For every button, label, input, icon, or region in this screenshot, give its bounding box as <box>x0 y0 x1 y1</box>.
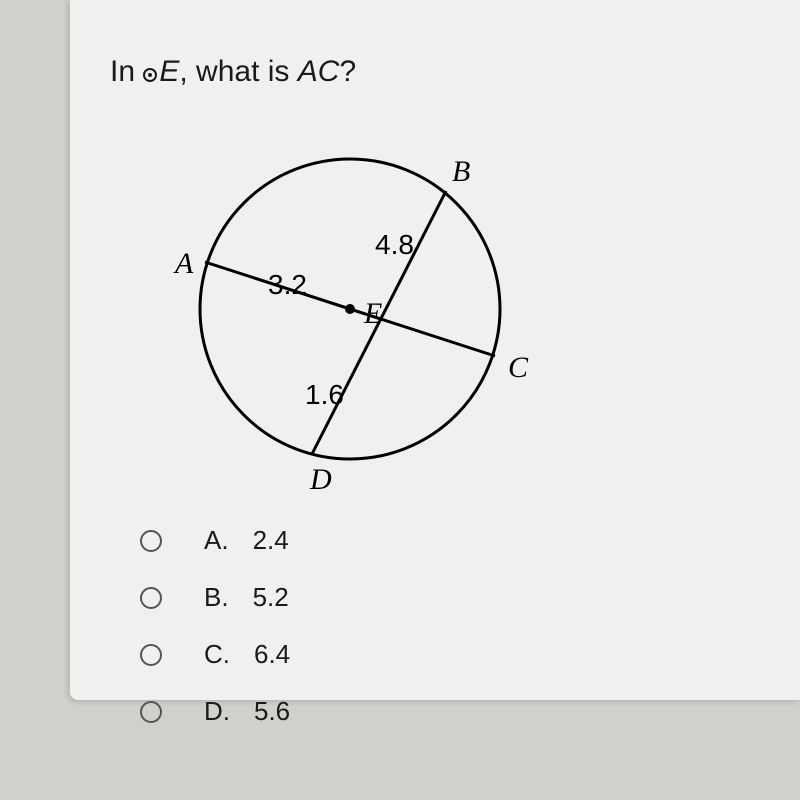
radio-icon[interactable] <box>140 644 162 666</box>
option-b[interactable]: B. 5.2 <box>140 582 760 613</box>
svg-text:3.2: 3.2 <box>268 269 307 300</box>
circle-center-letter: E <box>159 55 179 88</box>
answer-options: A. 2.4 B. 5.2 C. 6.4 D. 5.6 <box>140 525 760 727</box>
question-prefix: In <box>110 55 143 88</box>
radio-icon[interactable] <box>140 701 162 723</box>
question-text: In E, what is AC? <box>110 55 760 89</box>
circle-diagram: E A B C D 4.8 3.2 1.6 <box>150 119 550 499</box>
svg-text:1.6: 1.6 <box>305 379 344 410</box>
option-value: 6.4 <box>254 639 290 670</box>
circle-symbol-icon <box>143 68 157 82</box>
radio-icon[interactable] <box>140 530 162 552</box>
option-d[interactable]: D. 5.6 <box>140 696 760 727</box>
segment-name: AC <box>298 55 340 88</box>
option-c[interactable]: C. 6.4 <box>140 639 760 670</box>
option-value: 5.2 <box>253 582 289 613</box>
question-middle: , what is <box>179 55 297 88</box>
question-suffix: ? <box>339 55 356 88</box>
svg-text:E: E <box>363 297 382 330</box>
svg-text:C: C <box>508 351 529 384</box>
svg-text:D: D <box>309 463 332 496</box>
option-value: 5.6 <box>254 696 290 727</box>
svg-text:A: A <box>173 247 194 280</box>
option-letter: A. <box>204 525 229 556</box>
option-letter: C. <box>204 639 230 670</box>
svg-text:4.8: 4.8 <box>375 229 414 260</box>
option-letter: D. <box>204 696 230 727</box>
diagram-svg: E A B C D 4.8 3.2 1.6 <box>150 119 550 499</box>
svg-text:B: B <box>452 155 470 188</box>
option-a[interactable]: A. 2.4 <box>140 525 760 556</box>
radio-icon[interactable] <box>140 587 162 609</box>
option-value: 2.4 <box>253 525 289 556</box>
question-card: In E, what is AC? EABCD4.83.21.6 A. 2.4 … <box>70 0 800 700</box>
option-letter: B. <box>204 582 229 613</box>
